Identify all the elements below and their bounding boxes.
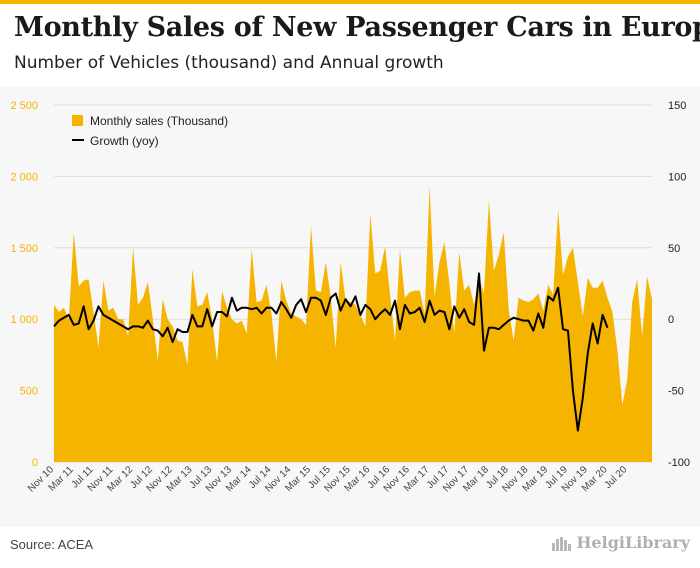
legend: Monthly sales (Thousand) Growth (yoy): [72, 114, 228, 148]
x-tick: Jul 20: [603, 464, 630, 491]
y-left-axis: 2 500 2 000 1 500 1 000 500 0: [10, 100, 38, 469]
source-note: Source: ACEA: [10, 537, 94, 552]
y-left-tick-label: 2 500: [10, 100, 38, 112]
legend-label-sales: Monthly sales (Thousand): [90, 114, 228, 128]
area-layer: [54, 186, 652, 462]
y-right-tick-label: 100: [668, 171, 686, 183]
y-right-tick-label: -50: [668, 386, 684, 398]
accent-bar: [0, 0, 700, 4]
chart-subtitle: Number of Vehicles (thousand) and Annual…: [14, 53, 444, 73]
y-right-tick-label: 50: [668, 243, 680, 255]
legend-swatch-sales: [72, 115, 83, 126]
y-right-tick-label: 0: [668, 314, 674, 326]
y-left-tick-label: 1 500: [10, 243, 38, 255]
brand-name: HelgiLibrary: [576, 533, 690, 552]
sales-area: [54, 186, 652, 462]
growth-line: [53, 272, 609, 432]
y-left-tick-label: 0: [32, 457, 38, 469]
chart-title: Monthly Sales of New Passenger Cars in E…: [14, 12, 700, 43]
brand-logo: HelgiLibrary: [552, 533, 690, 552]
y-left-tick-label: 500: [20, 386, 38, 398]
line-layer: [53, 272, 609, 432]
y-right-axis: 150 100 50 0 -50 -100: [668, 100, 690, 469]
y-right-tick-label: 150: [668, 100, 686, 112]
y-right-tick-label: -100: [668, 457, 690, 469]
y-left-tick-label: 1 000: [10, 314, 38, 326]
x-tick-label: Jul 20: [603, 464, 630, 491]
legend-label-growth: Growth (yoy): [90, 134, 159, 148]
y-left-tick-label: 2 000: [10, 171, 38, 183]
library-icon: [552, 535, 572, 551]
